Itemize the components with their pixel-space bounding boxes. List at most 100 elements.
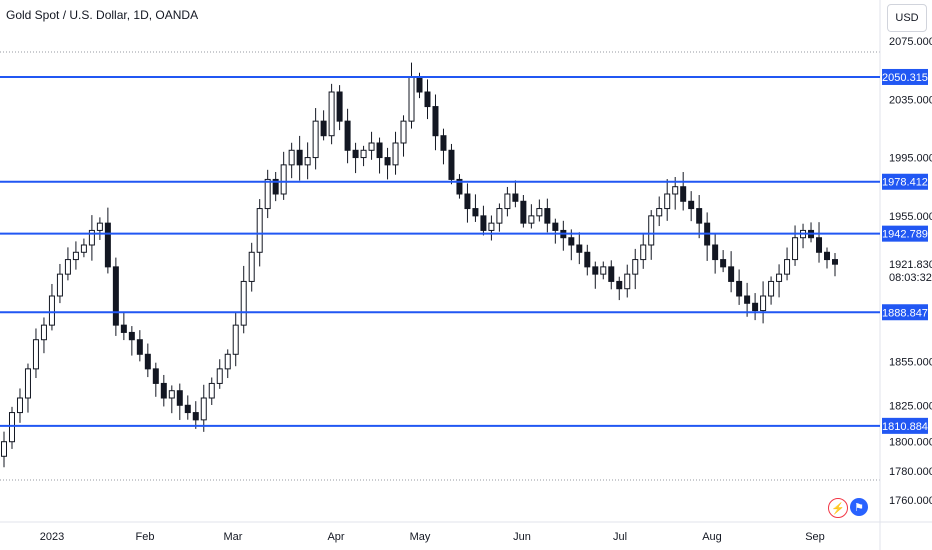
candle-body — [624, 273, 631, 290]
chart-title: Gold Spot / U.S. Dollar, 1D, OANDA — [6, 8, 199, 22]
currency-button[interactable]: USD — [887, 4, 927, 32]
candle-body — [256, 208, 263, 253]
candle-body — [632, 259, 639, 275]
level-price-label: 2050.315 — [882, 72, 928, 84]
candle-body — [344, 120, 351, 151]
x-tick-label: Apr — [327, 531, 344, 543]
candle-body — [480, 215, 487, 231]
candle-body — [208, 382, 215, 399]
candle-body — [40, 324, 47, 341]
candle-body — [656, 208, 663, 217]
candle-body — [320, 120, 327, 137]
candle-body — [664, 193, 671, 210]
candle-body — [440, 135, 447, 151]
candle-body — [104, 222, 111, 268]
candle-body — [824, 251, 831, 261]
candle-body — [88, 229, 95, 246]
y-tick-label: 2035.000 — [889, 94, 932, 106]
candle-body — [128, 331, 135, 341]
candle-body — [832, 259, 838, 265]
candle-body — [768, 280, 775, 297]
candle-body — [584, 251, 591, 268]
candle-body — [672, 186, 679, 195]
y-tick-label: 1995.000 — [889, 153, 932, 165]
candle-body — [568, 237, 575, 246]
candle-body — [424, 91, 431, 108]
candle-body — [264, 178, 271, 210]
candle-body — [392, 142, 399, 166]
candle-body — [608, 266, 615, 282]
candle-body — [792, 237, 799, 261]
candle-body — [496, 208, 503, 224]
candle-body — [408, 76, 415, 122]
candle-body — [648, 215, 655, 246]
candle-body — [288, 149, 295, 166]
y-tick-label: 1800.000 — [889, 437, 932, 449]
candle-body — [776, 273, 783, 282]
candle-body — [152, 368, 159, 384]
candle-body — [400, 120, 407, 144]
candle-body — [456, 178, 463, 195]
level-label-bg — [882, 417, 928, 434]
candle-body — [216, 368, 223, 384]
candle-body — [1, 441, 7, 457]
candle-body — [592, 266, 599, 275]
candle-body — [352, 149, 359, 159]
candle-body — [280, 164, 287, 195]
y-tick-label: 1855.000 — [889, 357, 932, 369]
candle-body — [184, 404, 191, 414]
x-tick-label: Jun — [513, 531, 531, 543]
candle-body — [504, 193, 511, 210]
candle-body — [512, 193, 519, 202]
candle-body — [312, 120, 319, 159]
x-axis: 2023 Feb Mar Apr May Jun Jul Aug Sep — [40, 531, 825, 543]
candle-body — [120, 324, 127, 333]
x-tick-label: Jul — [613, 531, 627, 543]
candle-body — [232, 324, 239, 355]
candle-body — [64, 259, 71, 275]
candle-body — [688, 200, 695, 210]
candle-body — [760, 295, 767, 312]
candle-body — [72, 251, 79, 261]
candle-body — [712, 244, 719, 261]
candle-body — [112, 266, 119, 326]
candle-body — [56, 273, 63, 297]
x-tick-label: Mar — [224, 531, 243, 543]
candle-body — [384, 157, 391, 166]
x-tick-label: Sep — [805, 531, 825, 543]
candle-body — [680, 186, 687, 202]
x-tick-label: Aug — [702, 531, 722, 543]
y-tick-label: 1760.000 — [889, 495, 932, 507]
level-label-bg — [882, 173, 928, 190]
candle-body — [48, 295, 55, 326]
candle-body — [168, 390, 175, 399]
y-tick-label: 1825.000 — [889, 400, 932, 412]
candle-body — [144, 353, 151, 370]
candle-body — [736, 280, 743, 297]
candle-body — [472, 208, 479, 217]
candle-body — [136, 339, 143, 355]
candle-body — [360, 149, 367, 159]
level-label-bg — [882, 225, 928, 242]
candle-body — [248, 251, 255, 282]
candle-body — [544, 208, 551, 224]
candle-body — [744, 295, 751, 304]
candle-body — [272, 178, 279, 195]
candle-body — [376, 142, 383, 159]
lightning-icon[interactable]: ⚡ — [828, 498, 848, 518]
candle-body — [32, 339, 39, 370]
candle-body — [368, 142, 375, 151]
candle-body — [520, 200, 527, 224]
candle-body — [696, 208, 703, 224]
y-tick-label: 2075.000 — [889, 36, 932, 48]
horizontal-levels: 2050.315 1978.412 1942.789 1888.847 1810.884… — [0, 68, 932, 434]
flag-icon[interactable]: ⚑ — [850, 498, 868, 516]
y-axis: 2075.000 2035.000 1995.000 1955.000 1855.000… — [889, 36, 932, 507]
candle-body — [296, 149, 303, 166]
level-price-label: 1810.884 — [882, 421, 928, 433]
candle-body — [720, 259, 727, 268]
candle-body — [784, 259, 791, 275]
candle-body — [488, 222, 495, 231]
